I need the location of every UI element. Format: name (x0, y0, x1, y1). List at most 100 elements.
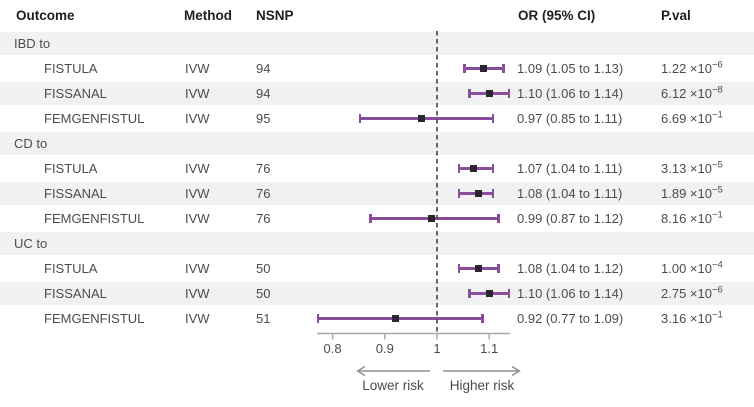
outcome-label: FISTULA (44, 161, 98, 176)
pval-value: 3.16 ×10−1 (661, 309, 723, 326)
lower-risk-arrowhead-icon (356, 365, 366, 377)
ci-error-bar (369, 206, 500, 231)
higher-risk-arrowhead-icon (511, 365, 521, 377)
row-band (0, 157, 754, 180)
ci-cap-right (497, 214, 500, 223)
or-ci-value: 0.97 (0.85 to 1.11) (517, 111, 623, 126)
pval-exponent: −5 (711, 159, 723, 171)
result-row: FEMGENFISTUL IVW 51 0.92 (0.77 to 1.09) 3.16… (0, 306, 754, 331)
ci-error-bar (316, 306, 484, 331)
outcome-label: FEMGENFISTUL (44, 111, 145, 126)
result-row: FEMGENFISTUL IVW 95 0.97 (0.85 to 1.11) 6.69… (0, 106, 754, 131)
result-row: FISSANAL IVW 50 1.10 (1.06 to 1.14) 2.75 ×10… (0, 281, 754, 306)
ci-cap-right (507, 289, 511, 298)
pval-value: 2.75 ×10−6 (661, 284, 723, 301)
or-ci-value: 1.08 (1.04 to 1.11) (517, 186, 623, 201)
result-row: FISTULA IVW 50 1.08 (1.04 to 1.12) 1.00 ×10−… (0, 256, 754, 281)
header-nsnp: NSNP (256, 8, 294, 23)
higher-risk-label: Higher risk (449, 378, 515, 393)
row-band (0, 57, 754, 80)
pval-exponent: −4 (711, 259, 723, 271)
or-ci-value: 1.10 (1.06 to 1.14) (517, 86, 624, 101)
ci-cap-left (457, 264, 461, 273)
outcome-label: FISTULA (44, 261, 98, 276)
nsnp-value: 51 (256, 311, 271, 326)
or-point-marker (391, 315, 399, 322)
group-label: CD to (14, 136, 48, 151)
row-band (0, 82, 754, 105)
or-point-marker (417, 115, 425, 122)
ci-cap-right (497, 264, 500, 273)
pval-exponent: −6 (711, 284, 723, 296)
ci-cap-left (457, 189, 461, 198)
outcome-label: FISSANAL (44, 86, 107, 101)
method-value: IVW (185, 86, 210, 101)
method-value: IVW (185, 311, 210, 326)
ci-cap-left (369, 214, 372, 223)
or-ci-value: 1.10 (1.06 to 1.14) (517, 286, 624, 301)
method-value: IVW (185, 61, 210, 76)
ci-cap-left (463, 64, 466, 73)
ci-cap-left (468, 289, 471, 298)
or-ci-value: 1.09 (1.05 to 1.13) (517, 61, 624, 76)
pval-exponent: −6 (711, 59, 723, 71)
result-row: FEMGENFISTUL IVW 76 0.99 (0.87 to 1.12) 8.16… (0, 206, 754, 231)
method-value: IVW (185, 211, 210, 226)
x-axis-tick-label: 1.1 (480, 341, 499, 356)
method-value: IVW (185, 186, 210, 201)
group-label: IBD to (14, 36, 51, 51)
or-point-marker (485, 290, 493, 297)
column-headers: Outcome Method NSNP OR (95% CI) P.val (0, 0, 754, 31)
method-value: IVW (185, 261, 210, 276)
result-row: FISSANAL IVW 94 1.10 (1.06 to 1.14) 6.12 ×10… (0, 81, 754, 106)
pval-exponent: −5 (711, 184, 723, 196)
forest-plot-rows: IBD to FISTULA IVW 94 1.09 (1.05 to 1.13) 1.2… (0, 31, 754, 331)
ci-error-bar (457, 156, 495, 181)
or-point-marker (485, 90, 493, 97)
header-pval: P.val (661, 8, 691, 23)
ci-line (316, 317, 484, 320)
ci-error-bar (358, 106, 495, 131)
or-point-marker (480, 65, 488, 72)
nsnp-value: 94 (256, 86, 271, 101)
outcome-label: FEMGENFISTUL (44, 211, 145, 226)
group-row: CD to (0, 131, 754, 156)
or-point-marker (475, 265, 483, 272)
result-row: FISTULA IVW 76 1.07 (1.04 to 1.11) 3.13 ×10−… (0, 156, 754, 181)
or-ci-value: 1.07 (1.04 to 1.11) (517, 161, 623, 176)
method-value: IVW (185, 286, 210, 301)
ci-error-bar (468, 281, 511, 306)
x-axis-tick-label: 0.9 (375, 341, 394, 356)
group-row: IBD to (0, 31, 754, 56)
pval-exponent: −8 (711, 84, 723, 96)
pval-value: 1.22 ×10−6 (661, 59, 723, 76)
row-band (0, 257, 754, 280)
nsnp-value: 76 (256, 161, 271, 176)
row-band (0, 232, 754, 255)
nsnp-value: 50 (256, 286, 271, 301)
or-ci-value: 0.99 (0.87 to 1.12) (517, 211, 624, 226)
result-row: FISTULA IVW 94 1.09 (1.05 to 1.13) 1.22 ×10−… (0, 56, 754, 81)
nsnp-value: 95 (256, 111, 271, 126)
row-band (0, 182, 754, 205)
header-or-ci: OR (95% CI) (518, 8, 596, 23)
ci-error-bar (463, 56, 505, 81)
pval-value: 3.13 ×10−5 (661, 159, 723, 176)
ci-cap-left (358, 114, 362, 123)
header-method: Method (184, 8, 232, 23)
ci-cap-right (491, 189, 495, 198)
pval-value: 1.89 ×10−5 (661, 184, 723, 201)
pval-value: 8.16 ×10−1 (661, 209, 723, 226)
pval-value: 6.12 ×10−8 (661, 84, 723, 101)
method-value: IVW (185, 111, 210, 126)
ci-cap-left (468, 89, 471, 98)
ci-cap-left (457, 164, 461, 173)
pval-exponent: −1 (711, 209, 723, 221)
pval-value: 1.00 ×10−4 (661, 259, 723, 276)
or-point-marker (428, 215, 436, 222)
ci-cap-right (502, 64, 505, 73)
method-value: IVW (185, 161, 210, 176)
outcome-label: FISSANAL (44, 286, 107, 301)
ci-line (358, 117, 495, 120)
ci-cap-right (481, 314, 484, 323)
